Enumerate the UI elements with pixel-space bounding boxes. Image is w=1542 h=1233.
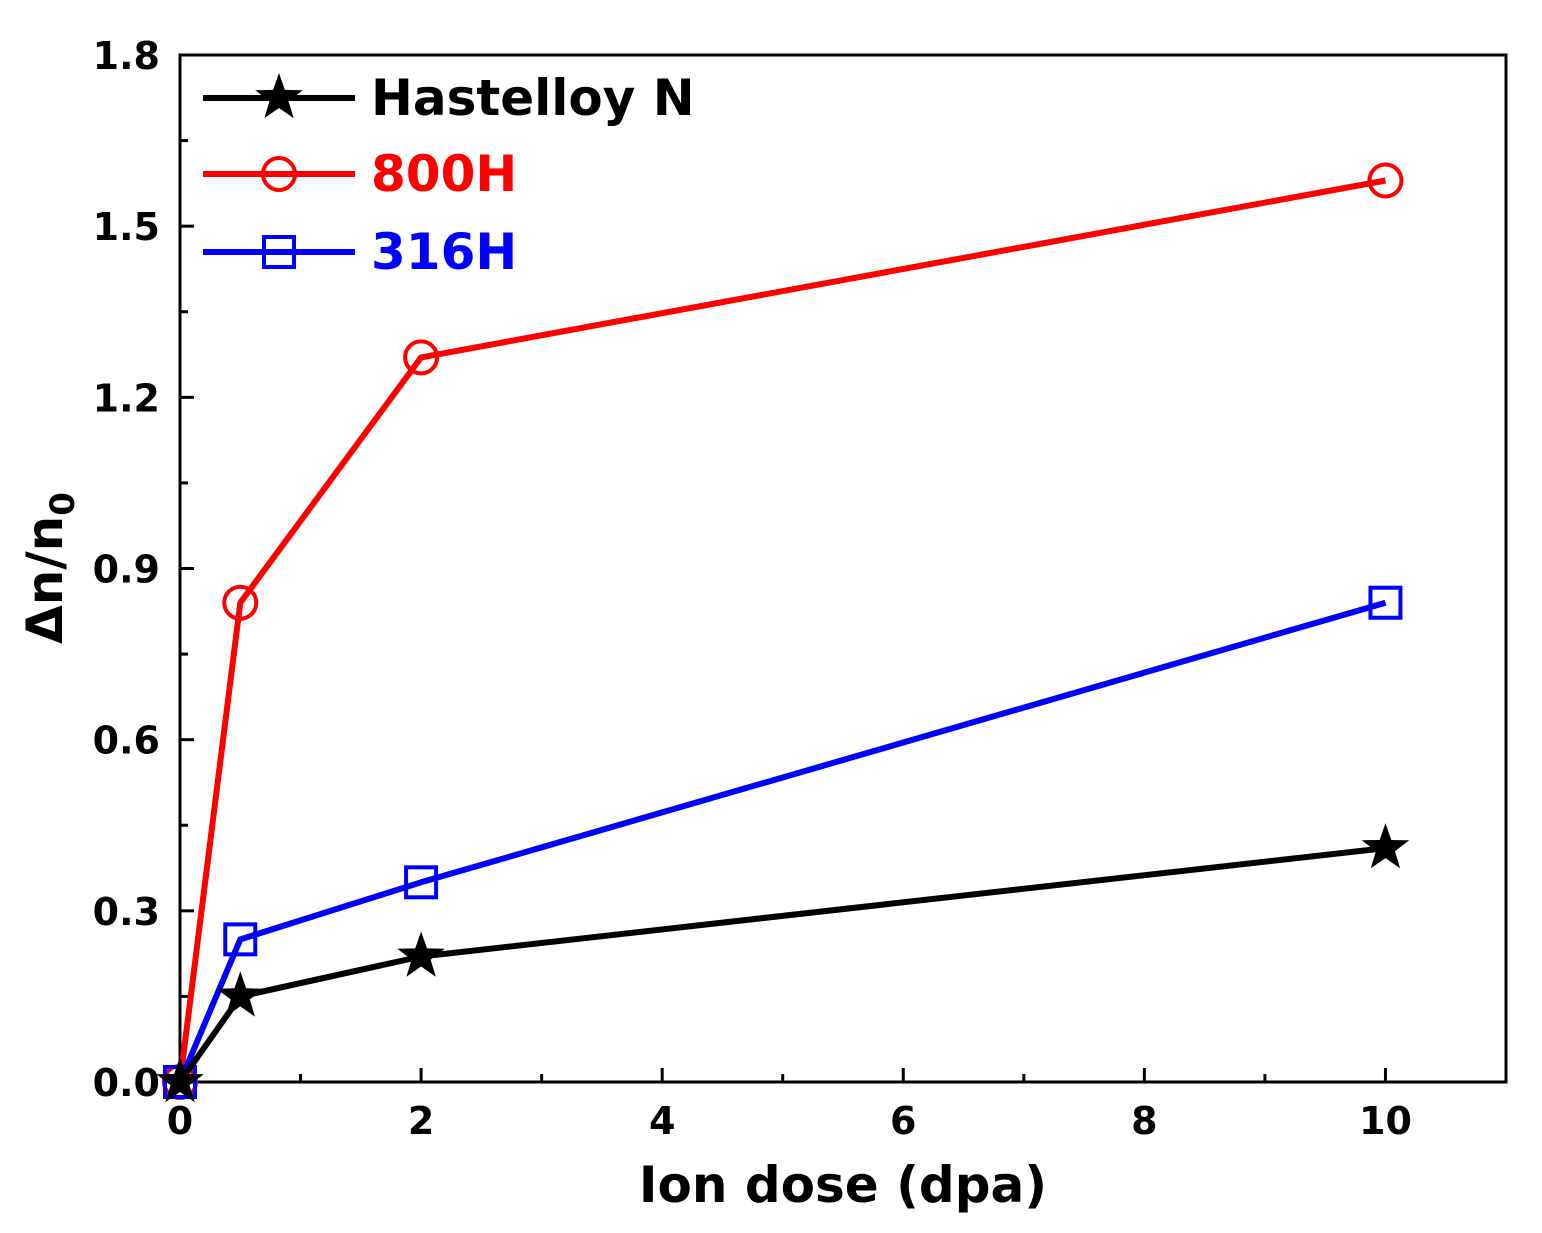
data-point-800h [222, 584, 259, 621]
y-tick-label: 0.9 [93, 548, 160, 592]
legend-item-316h: 316H [203, 223, 517, 281]
y-tick-label: 1.5 [93, 205, 160, 249]
series-line-316h [177, 599, 1387, 1084]
series-line-800h [177, 177, 1387, 1083]
data-point-316h [1368, 585, 1403, 620]
legend: Hastelloy N 800H 316H [203, 69, 695, 281]
x-tick-label: 8 [1131, 1099, 1157, 1143]
series-316h [163, 585, 1403, 1099]
data-point-hastelloy-n [1361, 823, 1410, 869]
data-point-800h [403, 339, 440, 376]
legend-label-316h: 316H [371, 223, 517, 281]
x-tick-label: 6 [890, 1099, 916, 1143]
x-tick-label: 2 [408, 1099, 434, 1143]
y-axis-title: Δn/n0 [16, 492, 83, 644]
y-tick-label: 1.2 [93, 376, 160, 420]
data-point-316h [223, 922, 258, 957]
legend-marker-hastelloy-n [255, 73, 303, 119]
y-tick-label: 1.8 [93, 34, 160, 78]
plot-frame [178, 53, 1508, 1084]
legend-item-800h: 800H [203, 145, 517, 203]
x-tick-label: 10 [1359, 1099, 1412, 1143]
y-tick-label: 0.6 [93, 719, 160, 763]
x-axis-title: Ion dose (dpa) [639, 1156, 1047, 1214]
series-800h [162, 162, 1404, 1100]
series-line-hastelloy-n [177, 845, 1386, 1084]
data-point-hastelloy-n [216, 971, 264, 1017]
x-tick-label: 0 [167, 1099, 193, 1143]
legend-marker-316h [262, 235, 296, 269]
data-point-hastelloy-n [156, 1057, 204, 1103]
data-point-hastelloy-n [397, 931, 445, 977]
series-hastelloy-n [156, 823, 1410, 1103]
data-point-316h [404, 865, 439, 900]
series-group [156, 162, 1410, 1103]
legend-item-hastelloy-n: Hastelloy N [203, 69, 695, 127]
legend-label-hastelloy-n: Hastelloy N [371, 69, 695, 127]
y-axis-title-main: Δn/n [16, 516, 74, 644]
legend-label-800h: 800H [371, 145, 517, 203]
y-axis-title-subscript: 0 [43, 492, 83, 516]
y-tick-label: 0.3 [93, 890, 160, 934]
y-tick-label: 0.0 [93, 1061, 160, 1105]
legend-marker-800h [261, 156, 297, 192]
x-tick-label: 4 [649, 1099, 675, 1143]
data-point-800h [1367, 162, 1404, 199]
axis-ticks: 0 2 4 6 8 10 0.0 0.3 0.6 0.9 1.2 1.5 1.8 [93, 34, 1508, 1143]
